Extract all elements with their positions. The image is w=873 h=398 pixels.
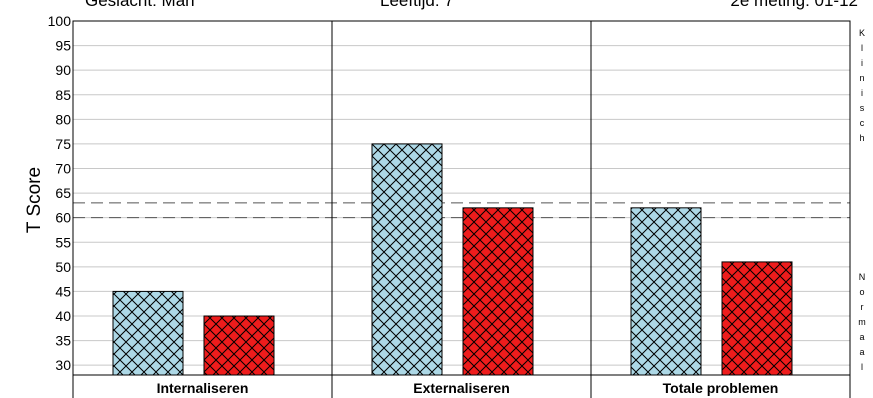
zone-label-letter: i (861, 58, 863, 68)
zone-label-letter: a (859, 332, 864, 342)
axes (72, 20, 851, 398)
bar-hatch (371, 143, 443, 376)
bar-hatch (112, 290, 184, 376)
zone-label-letter: N (859, 272, 866, 282)
y-tick-label: 55 (55, 234, 71, 250)
y-tick-label: 85 (55, 87, 71, 103)
zone-label-letter: s (860, 103, 865, 113)
bar-hatch (462, 207, 534, 376)
gridlines (73, 45, 850, 366)
zone-label-letter: r (861, 302, 864, 312)
bar-hatch (721, 261, 793, 376)
plot-frame (72, 20, 851, 376)
y-tick-label: 100 (48, 13, 72, 29)
y-tick-label: 70 (55, 161, 71, 177)
y-tick-label: 95 (55, 38, 71, 54)
category-label: Internaliseren (157, 380, 249, 396)
y-axis-label: T Score (24, 167, 45, 233)
y-tick-label: 50 (55, 259, 71, 275)
bar-hatch (630, 207, 702, 376)
y-tick-label: 40 (55, 308, 71, 324)
zone-label-letter: n (859, 73, 864, 83)
zone-label-letter: m (858, 317, 866, 327)
y-tick-label: 45 (55, 283, 71, 299)
zone-label-letter: l (861, 362, 863, 372)
category-labels: Internaliseren Externaliseren Totale probl… (157, 380, 779, 396)
zone-label-letter: K (859, 28, 865, 38)
zone-label-letter: a (859, 347, 864, 357)
zone-label-letter: i (861, 88, 863, 98)
y-tick-label: 60 (55, 210, 71, 226)
measurement-label: 2e meting: 01-12 (730, 0, 858, 10)
zone-label-letter: c (860, 118, 865, 128)
y-tick-labels: 30 35 40 45 50 55 60 65 70 75 80 85 90 95 100 (48, 13, 72, 373)
y-tick-label: 75 (55, 136, 71, 152)
category-label: Totale problemen (663, 380, 779, 396)
y-tick-label: 65 (55, 185, 71, 201)
bars (112, 143, 793, 376)
category-label: Externaliseren (413, 380, 510, 396)
zone-label-letter: h (859, 133, 864, 143)
zone-label-letter: o (859, 287, 864, 297)
zone-label-letter: l (861, 43, 863, 53)
y-tick-label: 80 (55, 111, 71, 127)
y-tick-label: 90 (55, 62, 71, 78)
age-label: Leeftijd: 7 (380, 0, 454, 10)
y-tick-label: 30 (55, 357, 71, 373)
y-tick-label: 35 (55, 333, 71, 349)
bar-hatch (203, 315, 275, 376)
reference-lines (73, 202, 850, 219)
gender-label: Geslacht: Man (85, 0, 195, 10)
chart-header: Geslacht: Man Leeftijd: 7 2e meting: 01-… (85, 0, 858, 10)
